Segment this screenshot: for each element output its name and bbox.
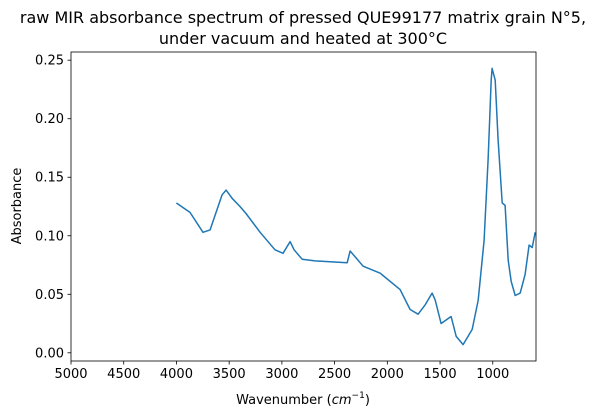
y-tick-label: 0.05 (35, 288, 64, 303)
y-tick-label: 0.25 (35, 54, 64, 69)
y-tick-label: 0.20 (35, 112, 64, 127)
plot-area: 5000 4500 4000 3500 3000 2500 2000 1500 1000 0.00… (35, 51, 537, 382)
x-tick-label: 3500 (213, 367, 246, 382)
y-tick-label: 0.10 (35, 229, 64, 244)
chart-title-line-1: raw MIR absorbance spectrum of pressed Q… (20, 8, 586, 27)
x-axis-label: Wavenumber (cm−1) (236, 391, 370, 408)
x-tick-label: 5000 (54, 367, 87, 382)
x-tick-label: 1500 (424, 367, 457, 382)
x-tick-label: 4500 (107, 367, 140, 382)
y-axis-label: Absorbance (10, 168, 25, 245)
x-tick-label: 2000 (371, 367, 404, 382)
y-tick-label: 0.15 (35, 171, 64, 186)
axes-frame (70, 51, 537, 362)
x-tick-label: 4000 (160, 367, 193, 382)
x-tick-label: 2500 (318, 367, 351, 382)
x-tick-label: 3000 (265, 367, 298, 382)
x-tick-label: 1000 (476, 367, 509, 382)
chart-title-line-2: under vacuum and heated at 300°C (159, 29, 447, 48)
spectrum-line (175, 67, 536, 346)
y-tick-label: 0.00 (35, 346, 64, 361)
